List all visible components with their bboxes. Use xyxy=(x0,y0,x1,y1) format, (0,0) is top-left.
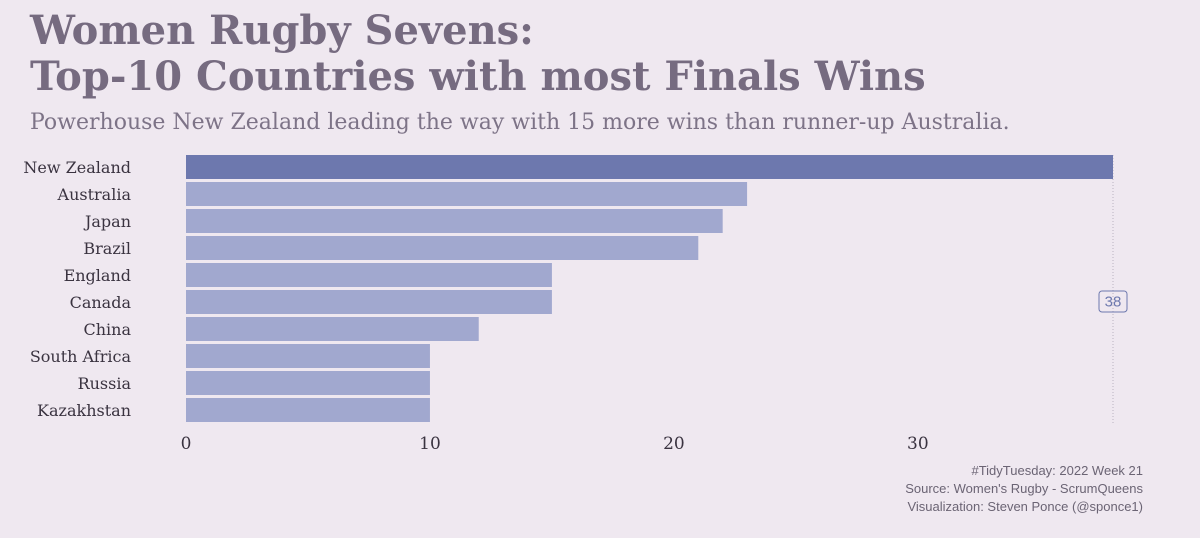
category-label: Brazil xyxy=(83,239,131,258)
caption: #TidyTuesday: 2022 Week 21 Source: Women… xyxy=(905,462,1143,516)
x-tick-label: 20 xyxy=(663,434,685,454)
category-label: South Africa xyxy=(30,347,132,366)
caption-line-3: Visualization: Steven Ponce (@sponce1) xyxy=(907,499,1143,514)
chart-subtitle: Powerhouse New Zealand leading the way w… xyxy=(30,110,1010,135)
title-line-2: Top-10 Countries with most Finals Wins xyxy=(30,53,926,100)
bar-china xyxy=(186,317,479,341)
chart-title: Women Rugby Sevens: Top-10 Countries wit… xyxy=(30,8,926,100)
x-tick-label: 30 xyxy=(907,434,929,454)
x-tick-label: 0 xyxy=(181,434,192,454)
x-tick-label: 10 xyxy=(419,434,441,454)
max-label: 38 xyxy=(1105,294,1122,311)
caption-line-2: Source: Women's Rugby - ScrumQueens xyxy=(905,481,1143,496)
max-label-box xyxy=(1098,290,1128,313)
category-label: Russia xyxy=(78,374,132,393)
bar-brazil xyxy=(186,236,699,260)
category-label: Japan xyxy=(83,212,131,231)
bar-japan xyxy=(186,209,723,233)
bar-england xyxy=(186,263,552,287)
category-label: China xyxy=(83,320,131,339)
category-label: Canada xyxy=(70,293,132,312)
bar-south-africa xyxy=(186,344,430,368)
category-label: England xyxy=(64,266,131,285)
bar-new-zealand xyxy=(186,155,1113,179)
bar-canada xyxy=(186,290,552,314)
title-line-1: Women Rugby Sevens: xyxy=(30,7,534,54)
bar-kazakhstan xyxy=(186,398,430,422)
category-label: New Zealand xyxy=(23,158,131,177)
category-label: Australia xyxy=(57,185,132,204)
bar-russia xyxy=(186,371,430,395)
caption-line-1: #TidyTuesday: 2022 Week 21 xyxy=(971,463,1143,478)
category-label: Kazakhstan xyxy=(37,401,131,420)
bar-australia xyxy=(186,182,748,206)
